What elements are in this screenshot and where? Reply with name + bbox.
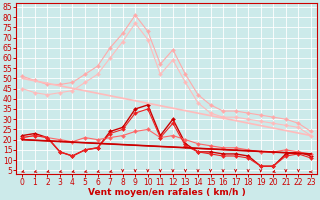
X-axis label: Vent moyen/en rafales ( km/h ): Vent moyen/en rafales ( km/h ): [88, 188, 245, 197]
